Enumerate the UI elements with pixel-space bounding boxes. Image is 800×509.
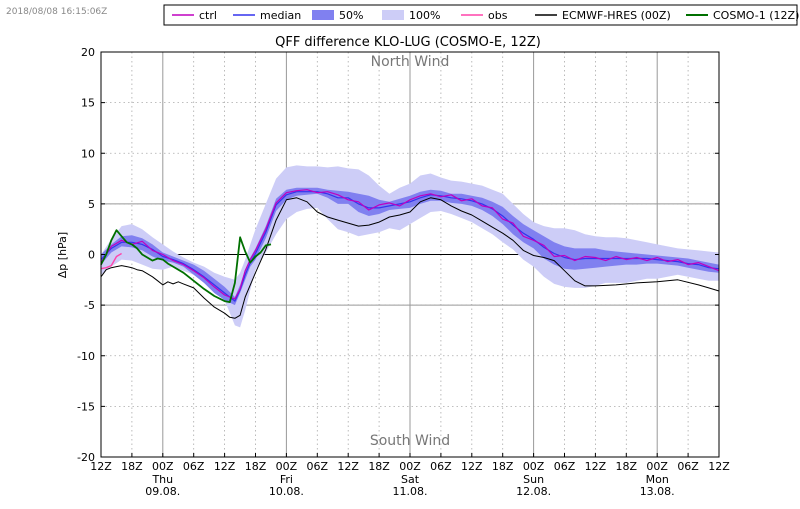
x-tick-label: 06Z: [307, 460, 329, 473]
x-date-label: 12.08.: [516, 485, 551, 498]
series-cosmo-1-12z: [100, 229, 272, 304]
plot-area: North Wind South Wind: [100, 51, 720, 458]
x-day-label: Sun: [523, 473, 544, 486]
band-100pct: [101, 165, 719, 328]
series-ecmwf-hres-00z: [100, 197, 720, 319]
y-tick-label: -15: [77, 400, 95, 413]
x-tick-label: 12Z: [585, 460, 607, 473]
x-day-label: Sat: [401, 473, 420, 486]
y-tick-label: 0: [88, 249, 95, 262]
x-tick-label: 06Z: [554, 460, 576, 473]
x-tick-label: 00Z: [276, 460, 298, 473]
y-tick-label: 10: [81, 147, 95, 160]
y-axis-label: Δp [hPa]: [56, 232, 69, 278]
x-tick-label: 12Z: [90, 460, 112, 473]
x-tick-label: 00Z: [646, 460, 668, 473]
x-tick-label: 18Z: [368, 460, 390, 473]
x-tick-label: 12Z: [461, 460, 483, 473]
x-tick-label: 06Z: [430, 460, 452, 473]
south-wind-annotation: South Wind: [370, 433, 450, 449]
x-date-label: 11.08.: [393, 485, 428, 498]
legend-label: 50%: [339, 9, 363, 22]
x-tick-label: 18Z: [121, 460, 143, 473]
x-tick-label: 06Z: [183, 460, 205, 473]
north-wind-annotation: North Wind: [371, 54, 450, 70]
y-tick-label: -20: [77, 451, 95, 464]
y-tick-label: -10: [77, 350, 95, 363]
x-date-label: 13.08.: [640, 485, 675, 498]
chart-title: QFF difference KLO-LUG (COSMO-E, 12Z): [275, 35, 541, 50]
series-obs: [100, 252, 122, 270]
x-tick-label: 00Z: [399, 460, 421, 473]
x-tick-label: 18Z: [245, 460, 267, 473]
x-tick-label: 12Z: [708, 460, 730, 473]
legend-swatch: [312, 10, 334, 20]
x-tick-label: 06Z: [677, 460, 699, 473]
legend: ctrl median 50% 100% obs ECMWF-HRES (00Z) COSM…: [163, 4, 799, 26]
timestamp-label: 2018/08/08 16:15:06Z: [6, 7, 108, 17]
x-tick-label: 18Z: [616, 460, 638, 473]
y-tick-label: 15: [81, 97, 95, 110]
legend-label: obs: [488, 9, 508, 22]
x-tick-label: 12Z: [337, 460, 359, 473]
legend-label: 100%: [409, 9, 440, 22]
x-day-label: Thu: [151, 473, 173, 486]
x-tick-label: 00Z: [152, 460, 174, 473]
y-tick-label: 5: [88, 198, 95, 211]
legend-label: ctrl: [199, 9, 217, 22]
x-tick-label: 00Z: [523, 460, 545, 473]
y-axis: -20 -15 -10 -5 0 5 10 15 20: [77, 46, 719, 464]
x-day-label: Mon: [646, 473, 669, 486]
legend-label: ECMWF-HRES (00Z): [562, 9, 671, 22]
x-day-label: Fri: [280, 473, 293, 486]
x-date-label: 10.08.: [269, 485, 304, 498]
legend-label: median: [260, 9, 301, 22]
series-layer: [100, 165, 720, 328]
x-tick-label: 12Z: [214, 460, 236, 473]
x-tick-label: 18Z: [492, 460, 514, 473]
legend-swatch: [382, 10, 404, 20]
y-tick-label: -5: [84, 299, 95, 312]
x-date-label: 09.08.: [145, 485, 180, 498]
series-ctrl: [100, 189, 720, 300]
legend-label: COSMO-1 (12Z): [713, 9, 799, 22]
y-tick-label: 20: [81, 46, 95, 59]
